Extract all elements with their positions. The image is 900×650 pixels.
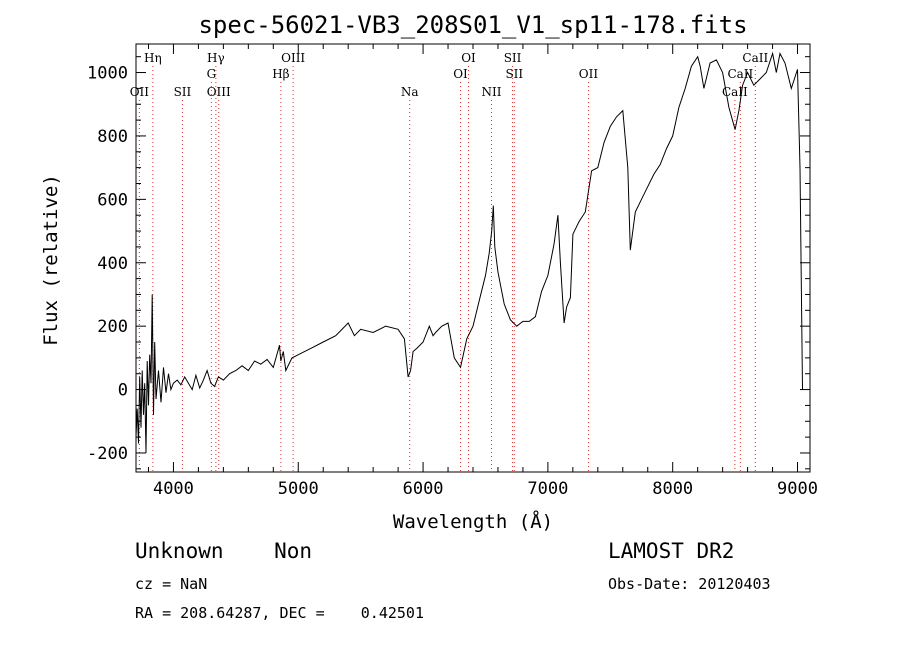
line-markers: Hη OII SII Hγ G OIII OIII Hβ Na OI OI NII SII SII OII C… — [130, 51, 768, 472]
y-tick-label: -200 — [87, 444, 128, 464]
x-tick-label: 6000 — [403, 479, 444, 499]
y-tick-label: 800 — [97, 127, 128, 147]
object-class-label: Unknown Non — [135, 539, 313, 563]
line-marker-label: SII — [174, 85, 192, 99]
x-tick-label: 4000 — [153, 479, 194, 499]
line-marker-label: OIII — [281, 51, 305, 65]
line-marker-label: Hβ — [272, 67, 289, 81]
coordinates-label: RA = 208.64287, DEC = 0.42501 — [135, 604, 424, 622]
y-tick-label: 1000 — [87, 64, 128, 84]
line-marker-label: NII — [481, 85, 501, 99]
line-marker-label: Hη — [144, 51, 162, 65]
x-tick-label: 8000 — [652, 479, 693, 499]
line-marker-label: CaII — [727, 67, 753, 81]
y-tick-label: 600 — [97, 190, 128, 210]
line-marker-label: G — [207, 67, 217, 81]
x-axis-label: Wavelength (Å) — [393, 510, 553, 533]
line-marker-label: SII — [505, 67, 523, 81]
plot-frame — [135, 43, 811, 473]
x-tick-label: 9000 — [777, 479, 818, 499]
x-tick-label: 5000 — [278, 479, 319, 499]
y-tick-label: 400 — [97, 254, 128, 274]
y-tick-label: 200 — [97, 317, 128, 337]
x-tick-label: 7000 — [527, 479, 568, 499]
line-marker-label: OIII — [207, 85, 231, 99]
line-marker-label: SII — [504, 51, 522, 65]
y-axis-label: Flux (relative) — [40, 174, 62, 346]
line-marker-label: Hγ — [207, 51, 225, 65]
line-marker-label: Na — [401, 85, 419, 99]
redshift-label: cz = NaN — [135, 575, 208, 593]
line-marker-label: CaII — [742, 51, 768, 65]
line-marker-label: OII — [130, 85, 150, 99]
survey-label: LAMOST DR2 — [608, 539, 735, 563]
line-marker-label: OI — [453, 67, 468, 81]
obs-date-label: Obs-Date: 20120403 — [608, 575, 771, 593]
spectrum-series-line — [135, 51, 803, 454]
axes: 4000 5000 6000 7000 8000 9000 -200 0 200 400 600 80… — [87, 43, 818, 499]
line-marker-label: OII — [579, 67, 599, 81]
line-marker-label: OI — [461, 51, 476, 65]
y-tick-label: 0 — [118, 381, 128, 401]
chart-title: spec-56021-VB3_208S01_V1_sp11-178.fits — [198, 11, 747, 39]
